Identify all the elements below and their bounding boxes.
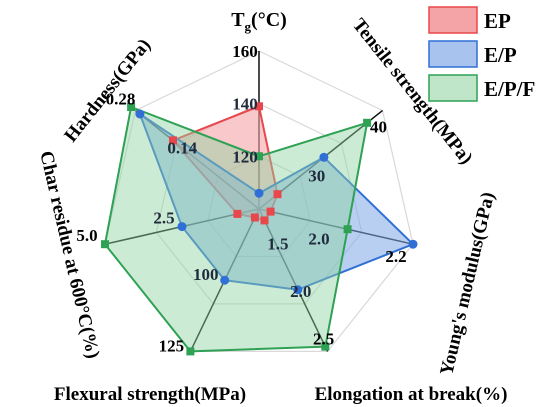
data-point-e-p-f-hardness — [127, 103, 136, 111]
data-point-e-p-hardness — [135, 109, 145, 119]
data-point-ep-tensile — [273, 190, 282, 199]
radar-series-layer — [101, 102, 418, 356]
data-point-e-p-f-flexural — [186, 347, 195, 356]
tick-label-tg-1: 140 — [232, 95, 258, 114]
tick-label-youngs-1: 2.2 — [385, 247, 406, 266]
axis-label-youngs: Young's modulus(GPa) — [436, 190, 499, 377]
data-point-e-p-f-elongation — [321, 342, 330, 351]
tick-label-tensile-1: 40 — [370, 118, 387, 137]
tick-label-flexural-0: 100 — [193, 265, 219, 284]
data-point-ep-char — [233, 209, 242, 218]
grid-ring-3 — [104, 50, 414, 352]
data-point-ep-hardness — [169, 136, 177, 145]
legend-swatch-ep-p — [428, 40, 478, 68]
tick-label-char-0: 2.5 — [153, 209, 174, 228]
axis-label-flexural: Flexural strength(MPa) — [54, 384, 246, 405]
data-point-e-p-char — [177, 222, 187, 232]
data-point-e-p-f-tensile — [363, 118, 372, 127]
tick-label-tensile-0: 30 — [308, 167, 325, 186]
data-point-e-p-f-char — [101, 240, 109, 249]
data-point-ep-tg — [255, 102, 263, 111]
data-point-e-p-flexural — [220, 275, 230, 285]
tick-label-hardness-1: 0.28 — [106, 90, 136, 109]
tick-label-hardness-0: 0.14 — [167, 139, 197, 158]
legend-label-ep: EP — [484, 9, 511, 33]
tick-label-tg-0: 120 — [232, 147, 258, 166]
legend-label-ep-p: E/P — [484, 43, 517, 67]
tick-label-youngs-0: 2.0 — [308, 230, 329, 249]
tick-label-char-1: 5.0 — [76, 226, 97, 245]
data-point-ep-flexural — [250, 213, 259, 222]
data-point-e-p-f-youngs — [343, 225, 352, 234]
data-point-e-p-elongation — [293, 285, 303, 295]
chart-legend: EP E/P E/P/F — [428, 6, 535, 102]
data-point-ep-youngs — [266, 207, 275, 216]
axis-label-elongation: Elongation at break(%) — [315, 384, 508, 405]
data-point-e-p-tg — [254, 188, 264, 198]
tick-label-tg-2: 160 — [232, 42, 258, 61]
radar-tick-labels: 120 140 160 30 40 2.0 2.2 1.5 2.0 2.5 100 125 2.5 5.0… — [76, 42, 406, 355]
data-point-e-p-tensile — [319, 152, 329, 162]
tick-label-elongation-2: 2.5 — [313, 329, 334, 348]
legend-label-ep-p-f: E/P/F — [484, 77, 535, 101]
tick-label-elongation-0: 1.5 — [267, 235, 288, 254]
legend-swatch-ep — [428, 6, 478, 34]
data-point-ep-elongation — [260, 216, 269, 225]
data-point-e-p-youngs — [408, 239, 418, 249]
axis-label-tg: Tg(°C) — [231, 9, 287, 34]
tick-label-flexural-1: 125 — [159, 336, 185, 355]
data-point-e-p-f-tg — [255, 152, 263, 161]
tick-label-elongation-1: 2.0 — [290, 282, 311, 301]
legend-swatch-ep-p-f — [428, 74, 478, 102]
axis-label-char: Char residue at 600°C(%) — [35, 149, 103, 360]
